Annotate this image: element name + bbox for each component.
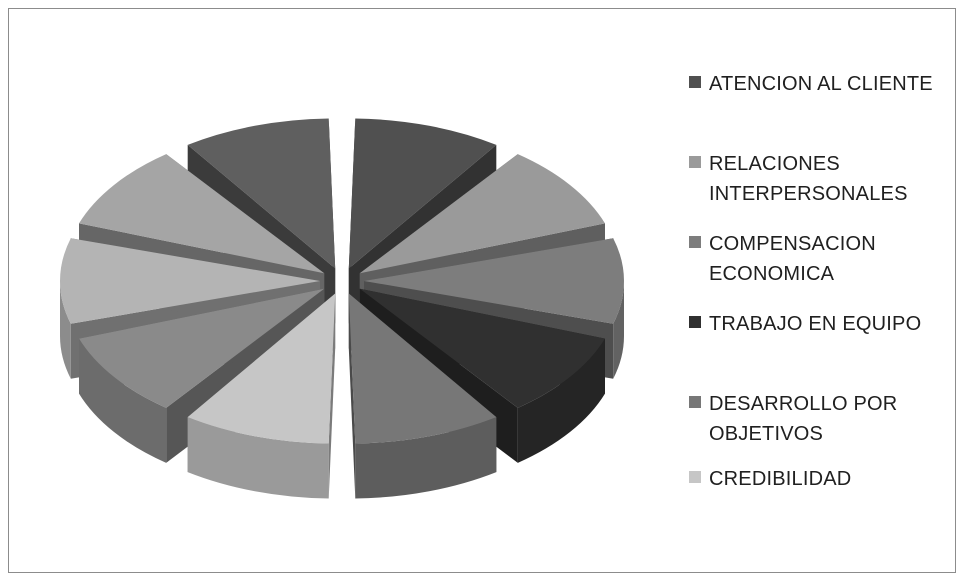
pie-slice-top — [359, 154, 605, 274]
legend-item: CREDIBILIDAD — [689, 464, 851, 494]
pie-slice-top — [359, 288, 605, 408]
legend-label: ATENCION AL CLIENTE — [709, 73, 933, 95]
legend-swatch — [689, 76, 701, 88]
legend-item: DESARROLLO POR OBJETIVOS — [689, 389, 897, 449]
pie-slice-edge — [355, 417, 497, 499]
legend-swatch — [689, 316, 701, 328]
pie-slice-edge — [517, 338, 605, 463]
legend-label: CREDIBILIDAD — [709, 468, 852, 490]
legend-item: ATENCION AL CLIENTE — [689, 69, 933, 99]
pie-slice-edge — [79, 338, 167, 463]
pie-slice-top — [348, 118, 497, 269]
legend-label: RELACIONES INTERPERSONALES — [709, 153, 908, 205]
pie-slice — [187, 293, 336, 499]
pie-slice-top — [187, 293, 336, 444]
legend-item: RELACIONES INTERPERSONALES — [689, 149, 908, 209]
pie-slice-top — [79, 288, 325, 408]
pie-slice-edge — [187, 417, 329, 499]
pie-slice — [348, 293, 497, 499]
legend-swatch — [689, 396, 701, 408]
legend-item: COMPENSACION ECONOMICA — [689, 229, 876, 289]
legend-item: TRABAJO EN EQUIPO — [689, 309, 921, 339]
legend-label: TRABAJO EN EQUIPO — [709, 313, 922, 335]
pie-slice-top — [59, 238, 320, 324]
pie-slice-top — [364, 238, 624, 324]
pie-slice-top — [187, 118, 336, 269]
legend-label: DESARROLLO POR OBJETIVOS — [709, 393, 898, 445]
pie-slice-top — [79, 154, 325, 274]
legend-swatch — [689, 156, 701, 168]
pie-slice-edge — [60, 281, 71, 379]
pie-slice-wall — [348, 293, 356, 499]
pie-slice-edge — [613, 281, 624, 379]
legend-swatch — [689, 471, 701, 483]
pie-chart — [59, 118, 624, 499]
legend-label: COMPENSACION ECONOMICA — [709, 233, 876, 285]
legend-swatch — [689, 236, 701, 248]
chart-frame: ATENCION AL CLIENTE RELACIONES INTERPERSO… — [8, 8, 956, 573]
pie-slice-top — [348, 293, 497, 444]
